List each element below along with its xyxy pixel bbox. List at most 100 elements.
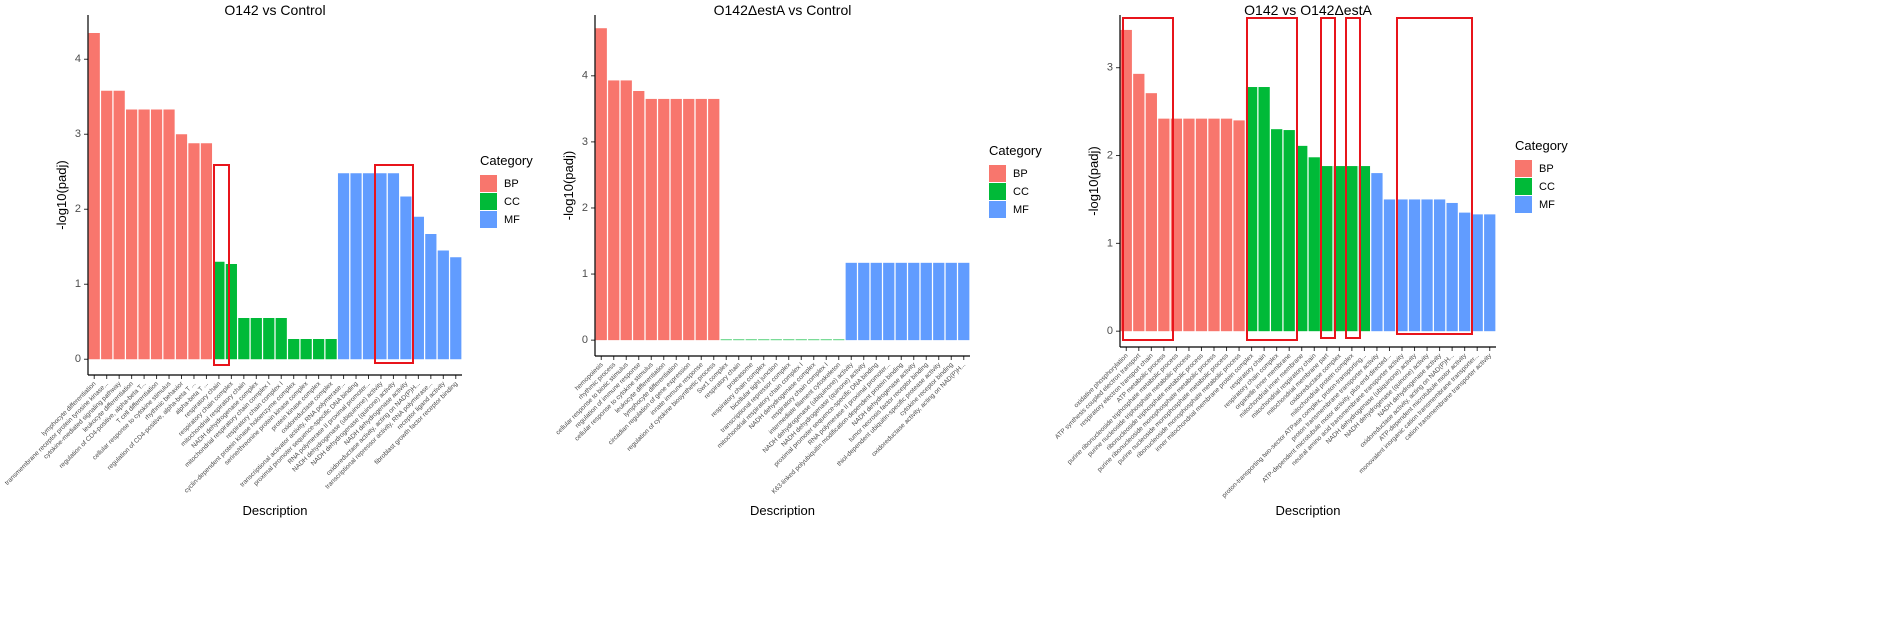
- bar: [325, 339, 337, 360]
- bar: [908, 262, 920, 341]
- bar: [213, 261, 225, 360]
- bar: [1183, 118, 1195, 332]
- bar: [88, 33, 100, 360]
- bar: [1421, 199, 1433, 332]
- x-axis-title: Description: [750, 503, 815, 518]
- legend-label: MF: [1539, 199, 1555, 211]
- bar: [808, 339, 820, 341]
- bar: [1133, 73, 1145, 332]
- bar: [238, 318, 250, 360]
- bar: [1471, 214, 1483, 332]
- bar: [1145, 93, 1157, 332]
- highlight-box: [1122, 17, 1174, 341]
- highlight-box: [1396, 17, 1473, 335]
- bar: [1158, 118, 1170, 332]
- bar: [1283, 130, 1295, 332]
- bar: [958, 262, 970, 341]
- bar: [263, 318, 275, 360]
- x-axis-title: Description: [1275, 503, 1340, 518]
- legend-label: BP: [1539, 163, 1554, 175]
- bar: [658, 98, 670, 341]
- bar: [945, 262, 957, 341]
- y-tick-label: 0: [582, 334, 588, 346]
- bar: [1484, 214, 1496, 332]
- bar: [1321, 166, 1333, 332]
- bar: [1459, 212, 1471, 332]
- bar: [1245, 87, 1258, 332]
- legend-swatch: [1515, 196, 1532, 213]
- chart-title: O142 vs Control: [224, 2, 325, 18]
- bar: [645, 98, 657, 341]
- bar: [337, 173, 350, 360]
- bar: [770, 339, 782, 341]
- legend-swatch: [480, 175, 497, 192]
- highlight-boxes: [213, 17, 1473, 366]
- bar: [400, 196, 412, 360]
- legend-title: Category: [989, 143, 1042, 158]
- legend-swatch: [1515, 178, 1532, 195]
- bar: [1408, 199, 1421, 332]
- bar: [300, 339, 312, 360]
- bar: [412, 216, 424, 360]
- bar: [883, 262, 895, 341]
- bar: [225, 264, 237, 360]
- bar: [608, 80, 620, 341]
- legend-title: Category: [480, 153, 533, 168]
- highlight-box: [374, 164, 414, 364]
- bar: [783, 339, 795, 341]
- bar: [375, 173, 387, 360]
- y-axis-title: -log10(padj): [54, 160, 69, 229]
- y-tick-label: 0: [1107, 325, 1113, 337]
- legend-label: CC: [504, 196, 520, 208]
- y-tick-label: 1: [582, 268, 588, 280]
- legend-swatch: [989, 183, 1006, 200]
- y-axis-title: -log10(padj): [561, 151, 576, 220]
- bar: [845, 262, 857, 341]
- bar: [250, 318, 262, 360]
- legend-swatch: [1515, 160, 1532, 177]
- bar: [113, 90, 125, 360]
- y-tick-label: 3: [582, 136, 588, 148]
- y-tick-label: 3: [75, 128, 81, 140]
- bar: [1208, 118, 1220, 332]
- legend-label: BP: [504, 178, 519, 190]
- bar: [1258, 87, 1270, 332]
- legend-label: BP: [1013, 168, 1028, 180]
- bar: [1358, 166, 1371, 332]
- bar: [1296, 145, 1308, 332]
- legend-label: CC: [1013, 186, 1029, 198]
- legend-label: MF: [504, 214, 520, 226]
- bar: [795, 339, 807, 341]
- bar: [1333, 166, 1345, 332]
- bar: [437, 250, 449, 360]
- legend-label: CC: [1539, 181, 1555, 193]
- chart-title: O142ΔestA vs Control: [714, 2, 852, 18]
- bar: [595, 28, 607, 341]
- y-tick-label: 0: [75, 353, 81, 365]
- bar: [1195, 118, 1208, 332]
- bar: [1371, 173, 1383, 332]
- highlight-box: [1345, 17, 1361, 339]
- legend-swatch: [480, 211, 497, 228]
- x-tick-label: regulation of CD4-positive, alpha-beta T…: [58, 380, 148, 470]
- y-tick-label: 1: [1107, 237, 1113, 249]
- bar: [387, 173, 400, 360]
- bar: [858, 262, 870, 341]
- bar: [175, 134, 188, 360]
- y-axis-title: -log10(padj): [1086, 146, 1101, 215]
- legend-swatch: [989, 165, 1006, 182]
- bar: [1346, 166, 1358, 332]
- y-tick-label: 3: [1107, 62, 1113, 74]
- bar: [1233, 120, 1245, 332]
- bar: [450, 257, 462, 360]
- bar: [720, 339, 732, 341]
- bar: [163, 109, 175, 360]
- highlight-box: [1320, 17, 1336, 339]
- bar: [1433, 199, 1446, 332]
- bar: [1120, 29, 1132, 332]
- y-tick-label: 2: [75, 203, 81, 215]
- legend-swatch: [989, 201, 1006, 218]
- bar: [620, 80, 632, 341]
- bar: [350, 173, 362, 360]
